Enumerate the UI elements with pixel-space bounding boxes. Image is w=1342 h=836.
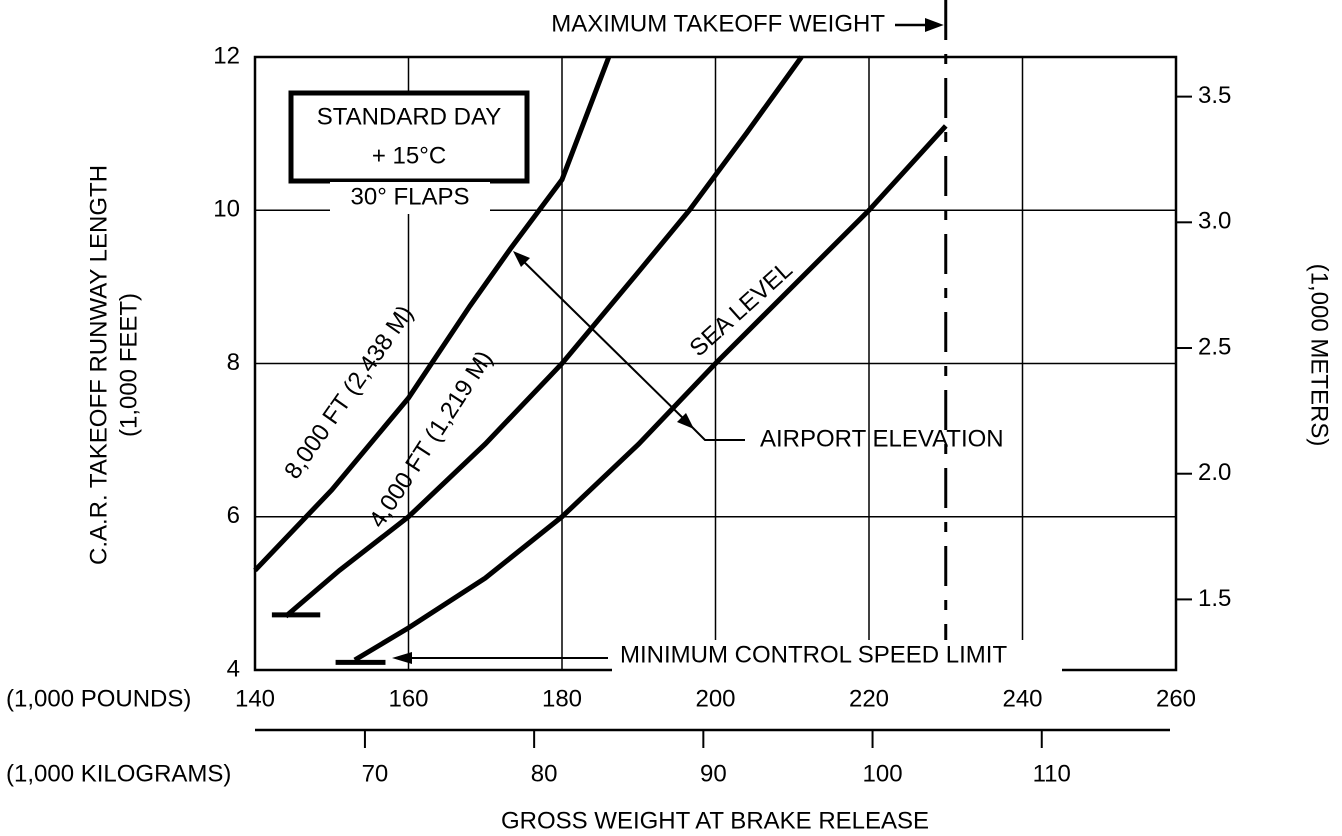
x-tick-label: 200 [695, 685, 735, 712]
x-tick-label: 140 [235, 685, 275, 712]
box-line: + 15°C [372, 142, 446, 169]
y2-tick-label: 1.5 [1198, 585, 1231, 612]
leader [689, 424, 745, 441]
x-tick-label: 180 [542, 685, 582, 712]
x2-tick-label: 70 [362, 760, 389, 787]
y2-tick-label: 3.5 [1198, 82, 1231, 109]
curve [284, 55, 804, 619]
x2-tick-label: 110 [1033, 760, 1071, 787]
box-line: STANDARD DAY [317, 103, 501, 130]
flaps-label: 30° FLAPS [351, 183, 470, 210]
y2-tick-label: 2.0 [1198, 459, 1231, 486]
limit-note: MINIMUM CONTROL SPEED LIMIT [620, 641, 1007, 668]
condition-box [288, 90, 530, 184]
label-bg [612, 640, 1062, 674]
y-axis-units: (1,000 FEET) [115, 293, 142, 437]
elevation-arrow [516, 254, 691, 426]
x-tick-label: 240 [1002, 685, 1042, 712]
arrow-head [925, 18, 944, 32]
y2-tick-label: 2.5 [1198, 333, 1231, 360]
label-bg [330, 182, 490, 214]
x-tick-label: 160 [388, 685, 428, 712]
elevation-note: AIRPORT ELEVATION [760, 425, 1004, 452]
x2-tick-label: 80 [531, 760, 558, 787]
arrow-head [677, 413, 694, 429]
x2-tick-label: 90 [700, 760, 727, 787]
x-axis-label: GROSS WEIGHT AT BRAKE RELEASE [501, 807, 929, 834]
arrow-head [392, 652, 412, 664]
x-tick-label: 220 [849, 685, 889, 712]
y2-tick-label: 3.0 [1198, 208, 1231, 235]
x2-tick-label: 100 [863, 760, 903, 787]
x2-units: (1,000 KILOGRAMS) [6, 760, 231, 787]
curve [253, 56, 612, 573]
curve [353, 124, 948, 663]
x-units: (1,000 POUNDS) [6, 685, 191, 712]
arrow-head [513, 251, 530, 267]
y-tick-label: 6 [227, 502, 240, 529]
x-tick-label: 260 [1156, 685, 1196, 712]
y2-axis-label: (1,000 METERS) [1306, 264, 1333, 447]
y-tick-label: 4 [227, 655, 240, 682]
y-tick-label: 8 [227, 349, 240, 376]
y-tick-label: 10 [213, 196, 240, 223]
y-axis-label: C.A.R. TAKEOFF RUNWAY LENGTH [85, 165, 112, 565]
title: MAXIMUM TAKEOFF WEIGHT [551, 10, 885, 37]
y-tick-label: 12 [213, 42, 240, 69]
